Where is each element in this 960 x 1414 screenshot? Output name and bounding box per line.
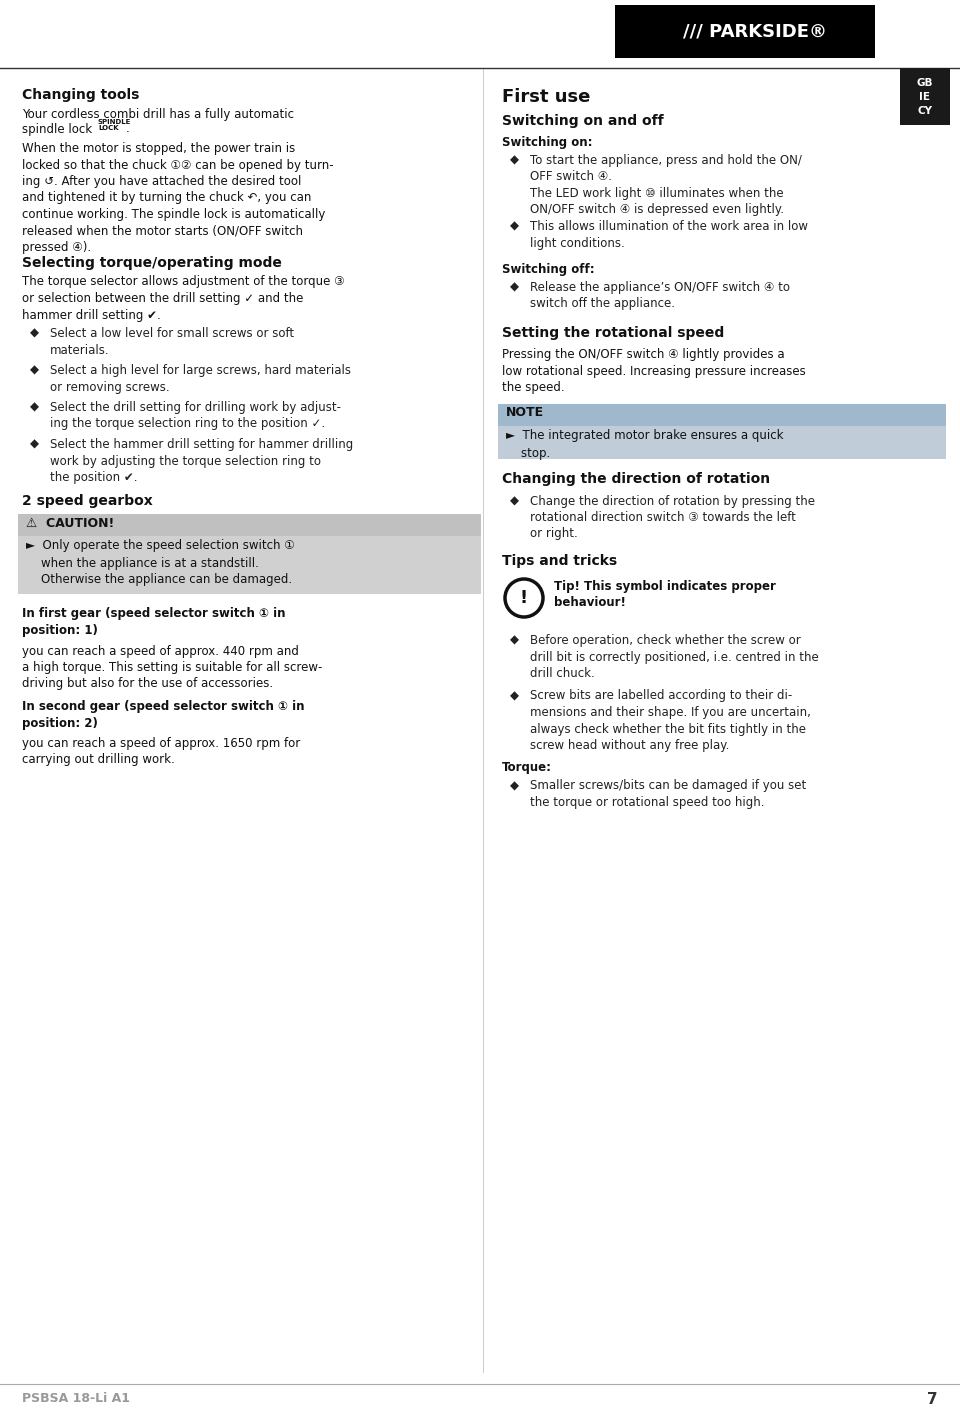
Text: ►  Only operate the speed selection switch ①
    when the appliance is at a stan: ► Only operate the speed selection switc… xyxy=(26,540,295,587)
Text: ◆: ◆ xyxy=(510,633,519,648)
Text: ◆: ◆ xyxy=(30,327,39,339)
Text: Select a high level for large screws, hard materials
or removing screws.: Select a high level for large screws, ha… xyxy=(50,363,351,393)
Text: ►  The integrated motor brake ensures a quick
    stop.: ► The integrated motor brake ensures a q… xyxy=(506,430,783,460)
Text: Torque:: Torque: xyxy=(502,762,552,775)
Text: In second gear (speed selector switch ① in
position: 2): In second gear (speed selector switch ① … xyxy=(22,700,304,730)
Text: ◆: ◆ xyxy=(510,281,519,294)
Text: Changing tools: Changing tools xyxy=(22,88,139,102)
Text: 2 speed gearbox: 2 speed gearbox xyxy=(22,493,153,508)
Text: Change the direction of rotation by pressing the
rotational direction switch ③ t: Change the direction of rotation by pres… xyxy=(530,495,815,540)
Text: Tips and tricks: Tips and tricks xyxy=(502,554,617,568)
Text: Select the drill setting for drilling work by adjust-
ing the torque selection r: Select the drill setting for drilling wo… xyxy=(50,402,341,430)
Bar xyxy=(18,513,481,536)
Text: ◆: ◆ xyxy=(510,779,519,792)
Text: ◆: ◆ xyxy=(510,495,519,508)
Text: To start the appliance, press and hold the ON/
OFF switch ④.
The LED work light : To start the appliance, press and hold t… xyxy=(530,154,802,216)
Text: Switching on:: Switching on: xyxy=(502,136,592,148)
Text: Changing the direction of rotation: Changing the direction of rotation xyxy=(502,472,770,486)
Bar xyxy=(498,403,946,426)
Text: Tip! This symbol indicates proper
behaviour!: Tip! This symbol indicates proper behavi… xyxy=(554,580,776,609)
Text: .: . xyxy=(126,123,130,136)
Text: Switching on and off: Switching on and off xyxy=(502,115,663,129)
Text: 7: 7 xyxy=(927,1391,938,1407)
Text: Release the appliance’s ON/OFF switch ④ to
switch off the appliance.: Release the appliance’s ON/OFF switch ④ … xyxy=(530,281,790,311)
Bar xyxy=(900,68,950,124)
Text: ◆: ◆ xyxy=(30,402,39,414)
Text: Selecting torque/operating mode: Selecting torque/operating mode xyxy=(22,256,282,270)
Text: This allows illumination of the work area in low
light conditions.: This allows illumination of the work are… xyxy=(530,221,808,249)
Text: NOTE: NOTE xyxy=(506,406,544,420)
Bar xyxy=(619,8,671,54)
Text: SPINDLE
LOCK: SPINDLE LOCK xyxy=(98,120,132,132)
Text: Pressing the ON/OFF switch ④ lightly provides a
low rotational speed. Increasing: Pressing the ON/OFF switch ④ lightly pro… xyxy=(502,348,805,395)
Text: In first gear (speed selector switch ① in
position: 1): In first gear (speed selector switch ① i… xyxy=(22,608,285,636)
Text: ◆: ◆ xyxy=(510,690,519,703)
Text: Before operation, check whether the screw or
drill bit is correctly positioned, : Before operation, check whether the scre… xyxy=(530,633,819,680)
Bar xyxy=(498,403,946,458)
Text: ◆: ◆ xyxy=(510,154,519,167)
Text: Your cordless combi drill has a fully automatic: Your cordless combi drill has a fully au… xyxy=(22,107,294,122)
Text: ◆: ◆ xyxy=(30,438,39,451)
Text: ◆: ◆ xyxy=(510,221,519,233)
Text: Select a low level for small screws or soft
materials.: Select a low level for small screws or s… xyxy=(50,327,294,356)
Text: PSBSA 18-Li A1: PSBSA 18-Li A1 xyxy=(22,1393,130,1406)
Text: !: ! xyxy=(520,590,528,607)
Text: Smaller screws/bits can be damaged if you set
the torque or rotational speed too: Smaller screws/bits can be damaged if yo… xyxy=(530,779,806,809)
Bar xyxy=(615,6,875,58)
Text: First use: First use xyxy=(502,88,590,106)
Text: spindle lock: spindle lock xyxy=(22,123,96,136)
Text: /// PARKSIDE®: /// PARKSIDE® xyxy=(683,23,827,41)
Text: Select the hammer drill setting for hammer drilling
work by adjusting the torque: Select the hammer drill setting for hamm… xyxy=(50,438,353,484)
Text: Screw bits are labelled according to their di-
mensions and their shape. If you : Screw bits are labelled according to the… xyxy=(530,690,811,752)
Text: you can reach a speed of approx. 440 rpm and
a high torque. This setting is suit: you can reach a speed of approx. 440 rpm… xyxy=(22,645,323,690)
Text: Setting the rotational speed: Setting the rotational speed xyxy=(502,327,724,339)
Text: When the motor is stopped, the power train is
locked so that the chuck ①② can be: When the motor is stopped, the power tra… xyxy=(22,141,334,255)
Text: you can reach a speed of approx. 1650 rpm for
carrying out drilling work.: you can reach a speed of approx. 1650 rp… xyxy=(22,737,300,766)
Text: ◆: ◆ xyxy=(30,363,39,378)
Bar xyxy=(18,513,481,594)
Text: The torque selector allows adjustment of the torque ③
or selection between the d: The torque selector allows adjustment of… xyxy=(22,276,345,321)
Text: ⚠  CAUTION!: ⚠ CAUTION! xyxy=(26,516,114,529)
Text: Switching off:: Switching off: xyxy=(502,263,594,276)
Text: GB
IE
CY: GB IE CY xyxy=(917,78,933,116)
